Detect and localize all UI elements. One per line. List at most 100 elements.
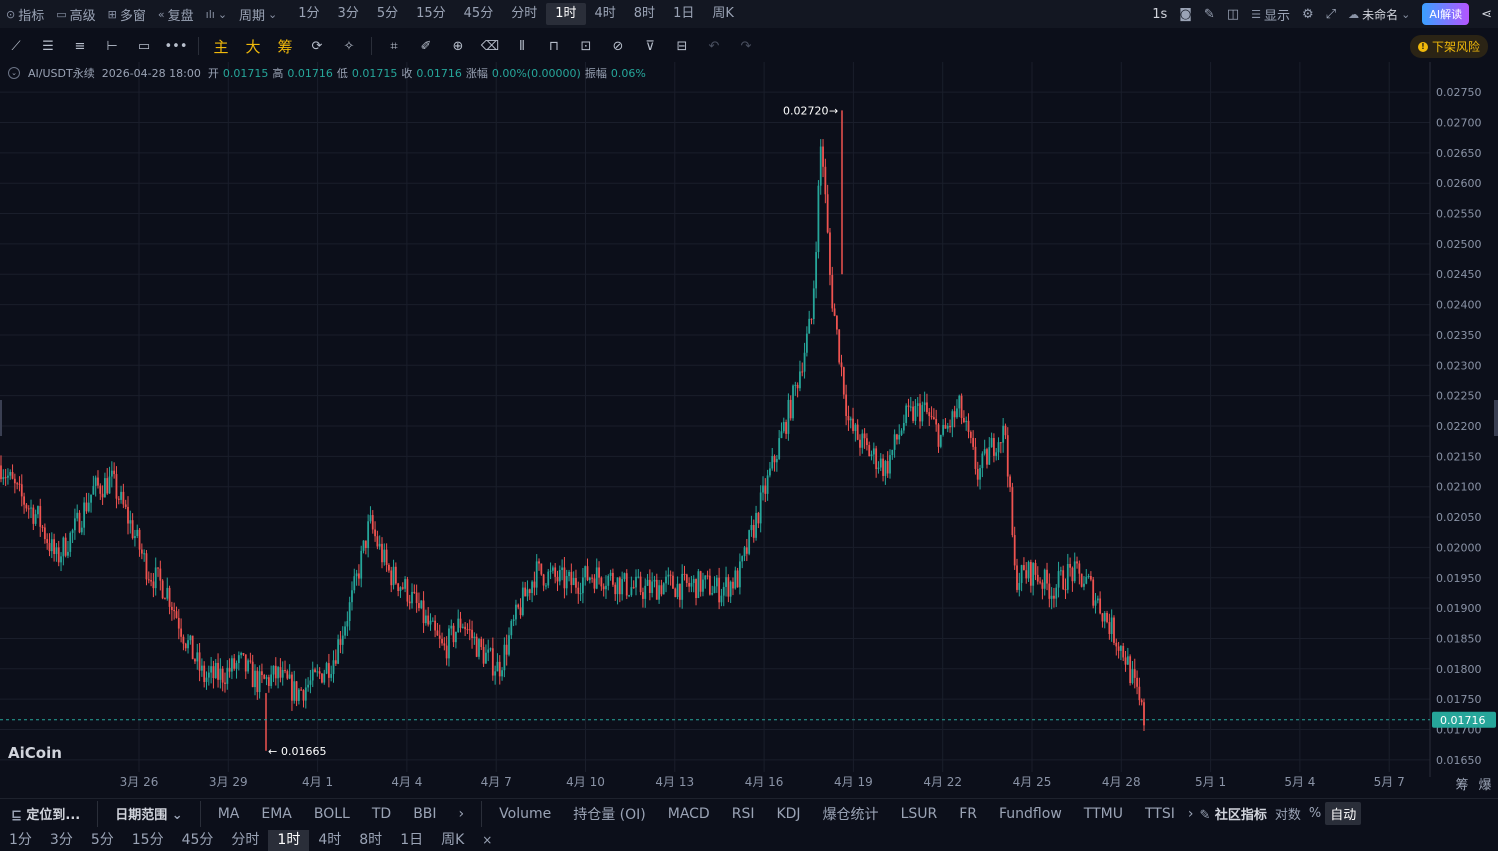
candle-body — [545, 585, 547, 587]
period-tab[interactable]: 8时 — [633, 6, 656, 21]
rectangle-icon[interactable]: ▭ — [137, 38, 151, 54]
sub-indicator-item[interactable]: RSI — [731, 805, 755, 822]
bottom-period-tab[interactable]: 分时 — [231, 832, 260, 848]
auto-scale-toggle[interactable]: 自动 — [1325, 802, 1362, 825]
link-icon[interactable]: ⊘ — [612, 38, 624, 54]
pencil-icon[interactable]: ✎ — [1203, 6, 1215, 22]
main-chart-button[interactable]: 主 — [213, 37, 229, 56]
bottom-period-tab[interactable]: 1分 — [9, 832, 32, 848]
undo-icon[interactable]: ↶ — [708, 38, 720, 54]
chart-type-menu[interactable]: ılı ⌄ — [200, 0, 233, 28]
trend-line-icon[interactable]: ⟋ — [11, 38, 21, 54]
chevron-right-icon[interactable]: › — [458, 805, 465, 822]
share-icon[interactable]: ⋖ — [1481, 6, 1492, 22]
replay-menu[interactable]: «复盘 — [157, 7, 194, 24]
bottom-period-tab[interactable]: 1日 — [400, 832, 424, 848]
sub-indicator-item[interactable]: KDJ — [776, 805, 801, 822]
candle-body — [316, 671, 319, 673]
bottom-period-tab[interactable]: 8时 — [359, 832, 383, 848]
community-indicators-button[interactable]: ✎ 社区指标 — [1199, 808, 1267, 823]
sub-indicator-item[interactable]: 持仓量 (OI) — [573, 806, 646, 823]
period-tab[interactable]: 周K — [712, 6, 734, 21]
period-tab[interactable]: 分时 — [511, 6, 538, 21]
candle-body — [367, 521, 370, 549]
eraser-icon[interactable]: ⌫ — [480, 38, 500, 54]
main-indicator-item[interactable]: BOLL — [313, 805, 350, 822]
candle-body — [242, 652, 245, 655]
sub-indicator-item[interactable]: TTSI — [1144, 805, 1175, 822]
filter-icon[interactable]: ⊽ — [645, 38, 655, 54]
candle-body — [487, 649, 490, 653]
period-tab[interactable]: 1时 — [546, 3, 586, 25]
main-indicator-item[interactable]: EMA — [261, 805, 292, 822]
horizontal-ray-icon[interactable]: ⊢ — [106, 38, 118, 54]
period-tab[interactable]: 1分 — [298, 6, 320, 21]
crop-icon[interactable]: ⌗ — [390, 38, 398, 54]
candle-body — [743, 547, 746, 557]
price-chart[interactable]: 0.02750 0.02700 0.02650 0.02600 0.02550 0.025… — [0, 62, 1498, 796]
candle-body — [692, 578, 695, 583]
period-tab[interactable]: 3分 — [337, 6, 359, 21]
redo-icon[interactable]: ↷ — [740, 38, 752, 54]
bottom-period-tab[interactable]: 45分 — [181, 832, 214, 848]
sub-indicator-item[interactable]: MACD — [667, 805, 710, 822]
date-range-button[interactable]: 日期范围 ⌄ — [115, 808, 183, 823]
layout-icon[interactable]: ◫ — [1226, 6, 1240, 22]
period-menu[interactable]: 周期 ⌄ — [239, 7, 278, 24]
bottom-period-tab[interactable]: 周K — [441, 832, 465, 848]
edit-icon[interactable]: ⊡ — [580, 38, 592, 54]
parallel-lines-icon[interactable]: ☰ — [42, 38, 54, 54]
lock-icon[interactable]: ⊓ — [548, 38, 560, 54]
trash-icon[interactable]: ⊟ — [676, 38, 688, 54]
ai-read-button[interactable]: AI解读 — [1422, 3, 1470, 25]
sub-indicator-item[interactable]: LSUR — [900, 805, 938, 822]
zoom-icon[interactable]: ⊕ — [452, 38, 464, 54]
fullscreen-icon[interactable]: ⤢ — [1325, 6, 1337, 22]
log-scale-toggle[interactable]: 对数 — [1274, 808, 1301, 823]
period-tab[interactable]: 5分 — [376, 6, 399, 21]
indicators-menu[interactable]: ⊙ 指标 — [6, 7, 45, 24]
horizontal-lines-icon[interactable]: ≡ — [74, 38, 86, 54]
settings-icon[interactable]: ⚙ — [1302, 6, 1314, 22]
advanced-menu[interactable]: ▭ 高级 — [56, 7, 96, 24]
chevron-right-icon[interactable]: › — [1187, 805, 1194, 822]
close-icon[interactable]: × — [482, 833, 493, 847]
bottom-period-tab[interactable]: 1时 — [268, 830, 310, 851]
display-menu[interactable]: ☰ 显示 — [1251, 7, 1291, 24]
sub-indicator-item[interactable]: FR — [959, 805, 978, 822]
main-indicator-item[interactable]: BBI — [413, 805, 437, 822]
ruler-icon[interactable]: ✐ — [420, 38, 432, 54]
more-tools-icon[interactable]: ••• — [164, 38, 188, 54]
period-tab[interactable]: 15分 — [416, 6, 446, 21]
percent-scale-toggle[interactable]: % — [1308, 806, 1322, 821]
period-tab[interactable]: 4时 — [594, 6, 616, 21]
period-tab[interactable]: 45分 — [463, 6, 494, 21]
candle-body — [893, 434, 896, 450]
locate-button[interactable]: ⊑ 定位到... — [11, 808, 81, 823]
chips-button[interactable]: 筹 — [277, 37, 293, 56]
sub-indicator-item[interactable]: Fundflow — [999, 805, 1062, 822]
candlestick-icon[interactable]: ⫴ — [519, 38, 525, 54]
sub-indicator-item[interactable]: TTMU — [1083, 805, 1123, 822]
cloud-save-menu[interactable]: ☁ 未命名 ⌄ — [1348, 7, 1411, 22]
sub-indicator-item[interactable]: Volume — [499, 805, 552, 822]
delisting-risk-badge[interactable]: ! 下架风险 — [1409, 35, 1488, 58]
bottom-period-tab[interactable]: 5分 — [90, 832, 114, 848]
bottom-period-tab[interactable]: 3分 — [49, 832, 73, 848]
period-tab[interactable]: 1日 — [673, 6, 695, 21]
bottom-period-tab[interactable]: 15分 — [131, 832, 164, 848]
candle-body — [1126, 656, 1129, 665]
candle-body — [217, 662, 219, 680]
big-orders-button[interactable]: 大 — [245, 37, 261, 56]
y-tick-label: 0.02750 — [1436, 86, 1482, 99]
main-indicator-item[interactable]: TD — [371, 805, 392, 822]
refresh-icon[interactable]: ⟳ — [311, 38, 323, 54]
bottom-period-tab[interactable]: 4时 — [318, 832, 342, 848]
main-indicator-item[interactable]: MA — [217, 805, 240, 822]
multi-window-menu[interactable]: ⊞ 多窗 — [107, 7, 146, 24]
sub-indicator-item[interactable]: 爆仓统计 — [822, 806, 879, 823]
toggle-icon[interactable]: ⌄ — [8, 67, 20, 79]
magic-icon[interactable]: ✧ — [343, 38, 355, 54]
camera-icon[interactable]: ◙ — [1179, 6, 1192, 22]
interval-button[interactable]: 1s — [1152, 6, 1168, 22]
